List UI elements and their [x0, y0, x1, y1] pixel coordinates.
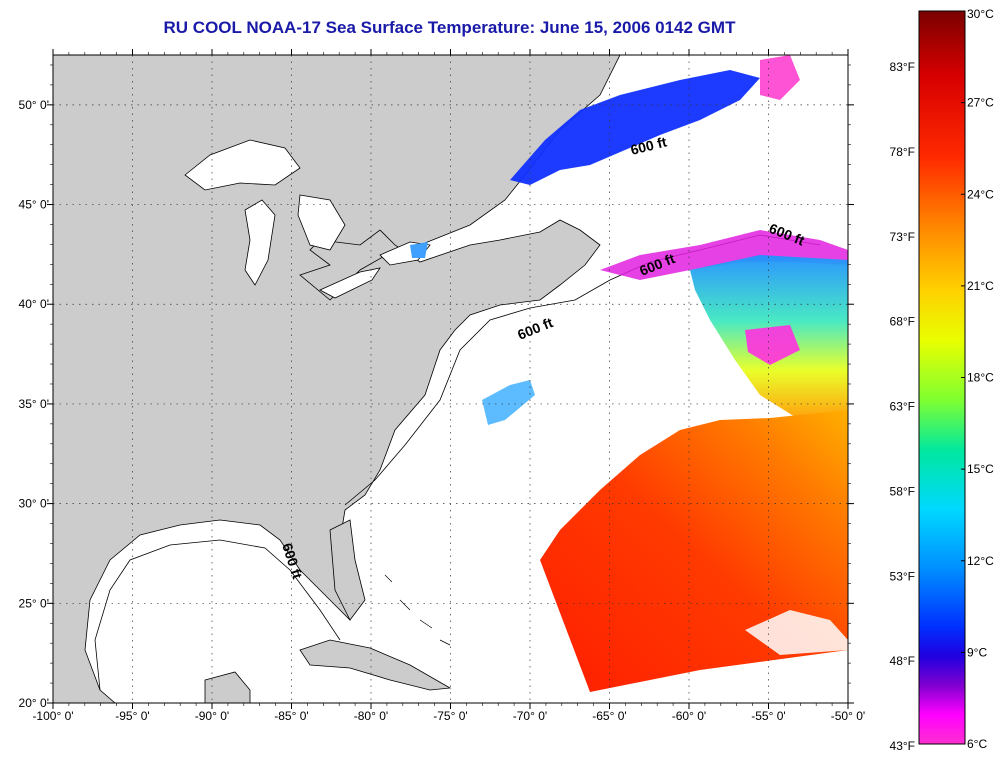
colorbar-fahrenheit-label: 43°F — [890, 739, 915, 753]
colorbar-fahrenheit-label: 78°F — [890, 145, 915, 159]
lake-michigan-huron — [244, 194, 346, 286]
lon-tick-label: -55° 0' — [751, 709, 785, 723]
yucatan — [204, 671, 251, 703]
colorbar-fahrenheit-label: 53°F — [890, 569, 915, 583]
lon-tick-label: -90° 0' — [195, 709, 229, 723]
lon-tick-label: -95° 0' — [115, 709, 149, 723]
map-title: RU COOL NOAA-17 Sea Surface Temperature:… — [163, 18, 736, 37]
lat-tick-label: 45° 0' — [19, 198, 49, 212]
bahamas — [384, 574, 451, 646]
lon-tick-label: -70° 0' — [513, 709, 547, 723]
lon-tick-label: -50° 0' — [831, 709, 865, 723]
colorbar-celsius-label: 9°C — [967, 645, 987, 659]
lake-superior — [184, 139, 301, 191]
colorbar-fahrenheit-label: 73°F — [890, 230, 915, 244]
colorbar-fahrenheit-label: 58°F — [890, 484, 915, 498]
lat-tick-label: 25° 0' — [19, 596, 49, 610]
colorbar-celsius-label: 27°C — [967, 96, 994, 110]
sst-cold-region-north — [510, 70, 760, 185]
lon-tick-label: -65° 0' — [592, 709, 626, 723]
longitude-axis: -100° 0' -95° 0' -90° 0' -85° 0' -80° 0' -75°… — [32, 49, 865, 723]
sst-magenta-band — [600, 230, 848, 280]
lat-tick-label: 30° 0' — [19, 497, 49, 511]
north-america-land — [53, 55, 621, 703]
gulf-isobath — [94, 539, 341, 691]
colorbar-fahrenheit-label: 68°F — [890, 315, 915, 329]
map-frame — [52, 54, 849, 704]
sst-magenta-blob — [745, 325, 800, 365]
colorbar-celsius-label: 30°C — [967, 7, 994, 21]
lon-tick-label: -80° 0' — [354, 709, 388, 723]
colorbar-celsius-label: 24°C — [967, 187, 994, 201]
lat-tick-label: 20° 0' — [19, 696, 49, 710]
colorbar-celsius-label: 21°C — [967, 279, 994, 293]
sst-patch-lake — [410, 242, 428, 258]
cuba — [299, 639, 452, 691]
lon-tick-label: -100° 0' — [32, 709, 73, 723]
lat-tick-label: 50° 0' — [19, 98, 49, 112]
colorbar-fahrenheit-label: 63°F — [890, 400, 915, 414]
lon-tick-label: -75° 0' — [433, 709, 467, 723]
lon-tick-label: -85° 0' — [274, 709, 308, 723]
colorbar-celsius-label: 12°C — [967, 554, 994, 568]
colorbar-celsius-label: 15°C — [967, 462, 994, 476]
temperature-colorbar — [918, 10, 966, 745]
sst-magenta-patch-ne — [760, 55, 800, 100]
sst-cloud-gap — [745, 610, 848, 655]
lat-tick-label: 35° 0' — [19, 397, 49, 411]
colorbar-celsius-label: 6°C — [967, 737, 987, 751]
sst-patch-offshore — [482, 380, 535, 425]
colorbar-fahrenheit-label: 48°F — [890, 654, 915, 668]
florida-peninsula — [329, 519, 366, 621]
colorbar-labels: 30°C 27°C 24°C 21°C 18°C 15°C 12°C 9°C 6°C 83°F 78… — [890, 7, 995, 753]
lon-tick-label: -60° 0' — [672, 709, 706, 723]
colorbar-celsius-label: 18°C — [967, 371, 994, 385]
lat-tick-label: 40° 0' — [19, 297, 49, 311]
colorbar-fahrenheit-label: 83°F — [890, 60, 915, 74]
